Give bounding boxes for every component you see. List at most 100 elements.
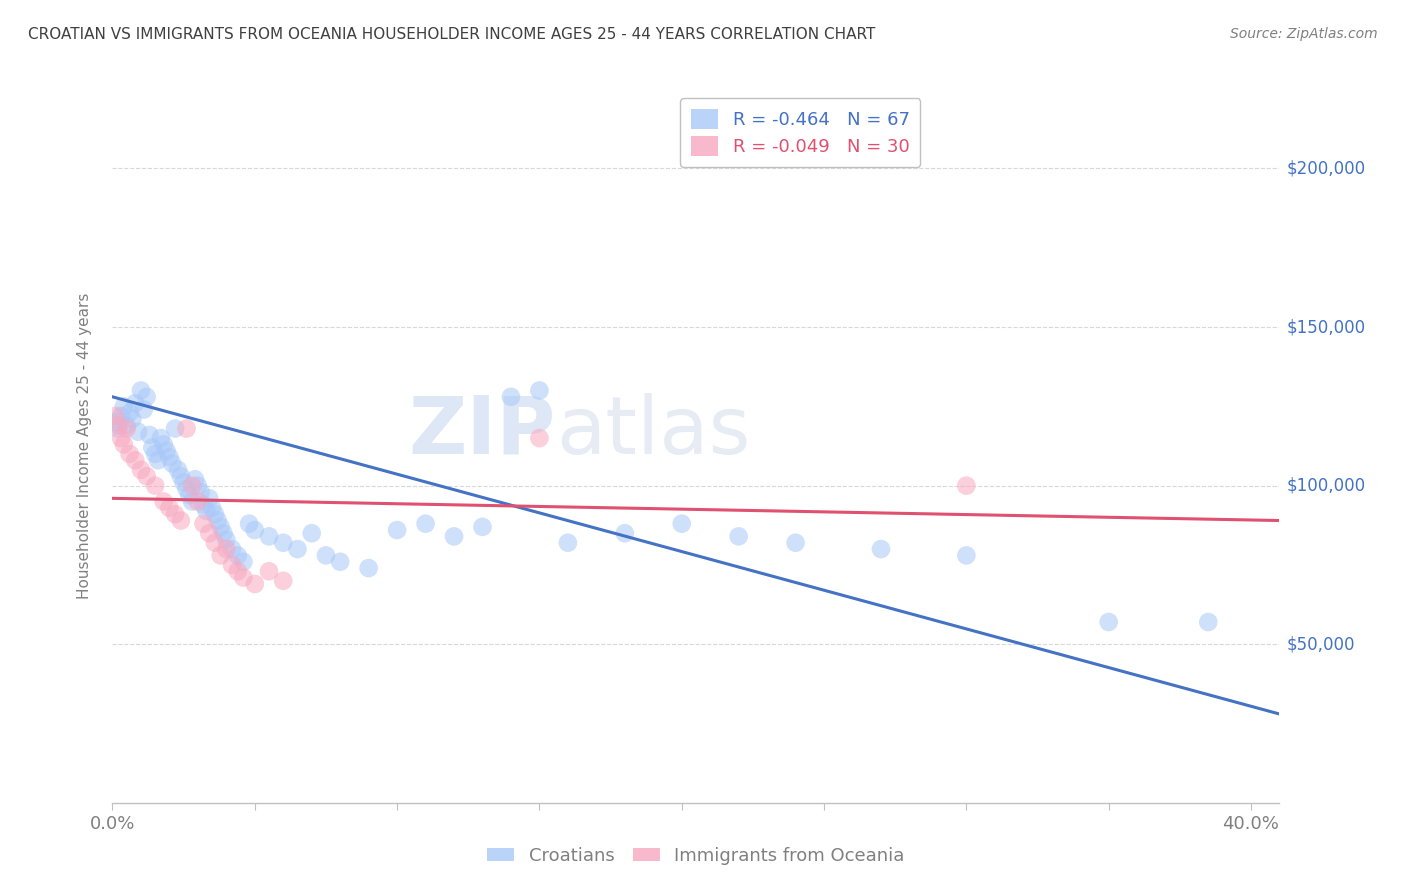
Text: $100,000: $100,000 [1286, 476, 1365, 495]
Point [287, 542, 309, 557]
Point [226, 549, 249, 563]
Point [181, 478, 204, 492]
Point [157, 450, 180, 464]
Point [357, 561, 380, 575]
Point [243, 523, 266, 537]
Point [471, 520, 494, 534]
Point [257, 564, 280, 578]
Point [152, 437, 174, 451]
Point [170, 514, 193, 528]
Text: $150,000: $150,000 [1286, 318, 1365, 336]
Point [232, 555, 254, 569]
Point [1197, 615, 1219, 629]
Point [124, 453, 146, 467]
Point [190, 485, 212, 500]
Point [149, 431, 172, 445]
Point [143, 447, 166, 461]
Point [118, 447, 141, 461]
Point [198, 491, 221, 506]
Point [135, 469, 157, 483]
Text: Source: ZipAtlas.com: Source: ZipAtlas.com [1230, 27, 1378, 41]
Point [499, 390, 522, 404]
Point [221, 542, 243, 557]
Point [118, 406, 141, 420]
Point [135, 390, 157, 404]
Point [115, 421, 138, 435]
Point [104, 409, 127, 423]
Point [870, 542, 893, 557]
Text: atlas: atlas [555, 392, 751, 471]
Point [155, 443, 177, 458]
Point [112, 437, 135, 451]
Point [671, 516, 693, 531]
Point [226, 564, 249, 578]
Point [110, 409, 132, 423]
Point [138, 428, 160, 442]
Point [207, 514, 229, 528]
Point [132, 402, 155, 417]
Point [301, 526, 323, 541]
Point [198, 526, 221, 541]
Point [785, 535, 807, 549]
Text: CROATIAN VS IMMIGRANTS FROM OCEANIA HOUSEHOLDER INCOME AGES 25 - 44 YEARS CORREL: CROATIAN VS IMMIGRANTS FROM OCEANIA HOUS… [28, 27, 876, 42]
Point [329, 555, 352, 569]
Y-axis label: Householder Income Ages 25 - 44 years: Householder Income Ages 25 - 44 years [77, 293, 91, 599]
Point [129, 384, 152, 398]
Point [143, 478, 166, 492]
Point [271, 535, 294, 549]
Point [146, 453, 169, 467]
Point [157, 500, 180, 515]
Point [165, 507, 187, 521]
Point [179, 488, 201, 502]
Point [112, 400, 135, 414]
Point [187, 478, 209, 492]
Point [415, 516, 437, 531]
Text: $200,000: $200,000 [1286, 160, 1365, 178]
Point [193, 516, 215, 531]
Point [121, 412, 143, 426]
Point [184, 472, 207, 486]
Point [613, 526, 636, 541]
Point [173, 475, 195, 490]
Point [215, 542, 238, 557]
Point [257, 529, 280, 543]
Point [110, 431, 132, 445]
Point [176, 421, 198, 435]
Point [204, 535, 226, 549]
Point [443, 529, 465, 543]
Point [107, 418, 129, 433]
Point [557, 535, 579, 549]
Point [727, 529, 749, 543]
Legend: Croatians, Immigrants from Oceania: Croatians, Immigrants from Oceania [479, 840, 912, 872]
Text: ZIP: ZIP [409, 392, 555, 471]
Point [221, 558, 243, 572]
Point [243, 577, 266, 591]
Point [209, 549, 232, 563]
Point [170, 469, 193, 483]
Point [955, 549, 977, 563]
Point [232, 571, 254, 585]
Point [193, 498, 215, 512]
Point [1098, 615, 1121, 629]
Point [181, 494, 204, 508]
Point [124, 396, 146, 410]
Point [529, 384, 551, 398]
Point [176, 482, 198, 496]
Point [201, 500, 224, 515]
Point [162, 457, 184, 471]
Point [127, 425, 149, 439]
Point [529, 431, 551, 445]
Point [152, 494, 174, 508]
Point [141, 441, 163, 455]
Point [104, 415, 127, 429]
Text: $50,000: $50,000 [1286, 635, 1355, 653]
Point [238, 516, 260, 531]
Point [955, 478, 977, 492]
Point [212, 526, 235, 541]
Point [209, 520, 232, 534]
Point [315, 549, 337, 563]
Point [167, 463, 190, 477]
Point [107, 421, 129, 435]
Point [115, 418, 138, 433]
Point [195, 504, 218, 518]
